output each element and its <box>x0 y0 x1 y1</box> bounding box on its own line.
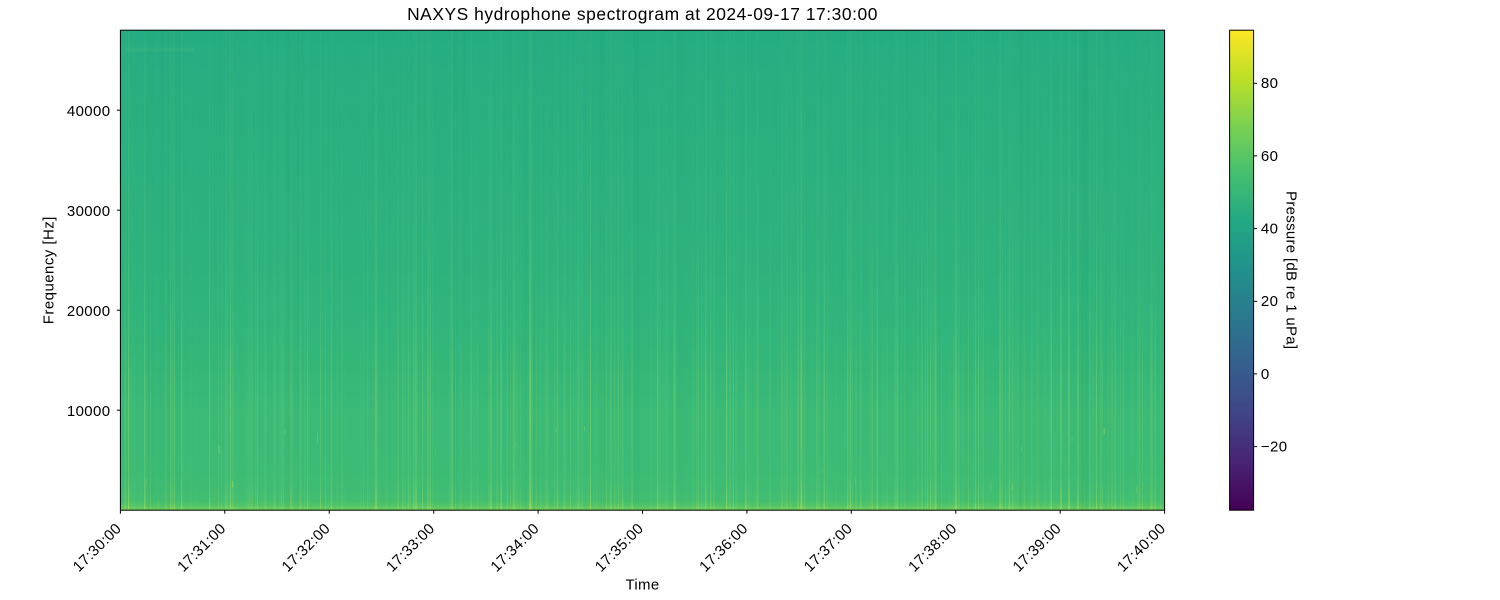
svg-text:Time: Time <box>626 577 660 594</box>
svg-text:17:30:00: 17:30:00 <box>70 520 125 575</box>
svg-text:20: 20 <box>1261 293 1278 310</box>
svg-text:−20: −20 <box>1261 439 1288 456</box>
svg-text:40000: 40000 <box>67 103 110 120</box>
svg-text:17:32:00: 17:32:00 <box>279 520 334 575</box>
svg-text:17:35:00: 17:35:00 <box>592 520 647 575</box>
svg-text:30000: 30000 <box>67 203 110 220</box>
svg-text:60: 60 <box>1261 148 1278 165</box>
svg-text:Pressure [dB re 1 uPa]: Pressure [dB re 1 uPa] <box>1283 191 1300 349</box>
svg-text:17:33:00: 17:33:00 <box>383 520 438 575</box>
svg-text:17:38:00: 17:38:00 <box>905 520 960 575</box>
svg-text:17:39:00: 17:39:00 <box>1010 520 1065 575</box>
svg-text:NAXYS hydrophone spectrogram a: NAXYS hydrophone spectrogram at 2024-09-… <box>407 4 878 24</box>
svg-text:17:36:00: 17:36:00 <box>696 520 751 575</box>
svg-text:Frequency [Hz]: Frequency [Hz] <box>40 216 57 324</box>
svg-text:17:34:00: 17:34:00 <box>487 520 542 575</box>
svg-text:40: 40 <box>1261 221 1278 238</box>
svg-text:10000: 10000 <box>67 403 110 420</box>
svg-text:80: 80 <box>1261 75 1278 92</box>
svg-text:0: 0 <box>1261 366 1270 383</box>
svg-text:17:37:00: 17:37:00 <box>801 520 856 575</box>
svg-text:20000: 20000 <box>67 303 110 320</box>
svg-text:17:31:00: 17:31:00 <box>174 520 229 575</box>
svg-text:17:40:00: 17:40:00 <box>1114 520 1169 575</box>
